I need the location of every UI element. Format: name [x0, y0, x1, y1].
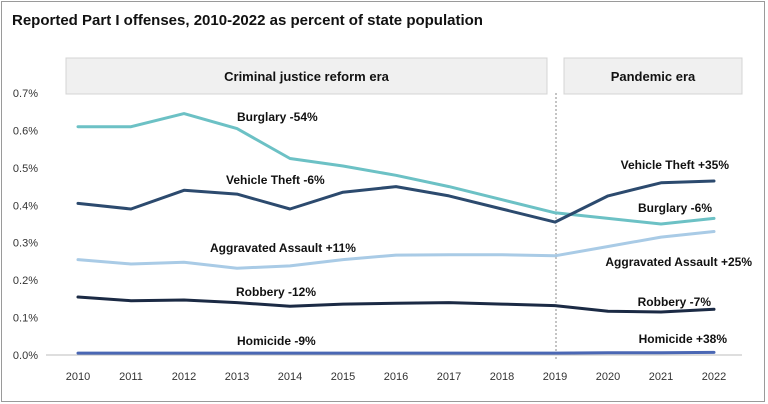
series-line-homicide [76, 350, 716, 355]
x-tick-label: 2021 [649, 371, 673, 383]
x-tick-label: 2020 [596, 371, 620, 383]
x-tick-label: 2011 [119, 371, 143, 383]
series-label-aggravated-assault-reform: Aggravated Assault +11% [210, 241, 356, 255]
y-tick-label: 0.2% [13, 275, 38, 287]
x-tick-label: 2018 [490, 371, 514, 383]
series-line-burglary [76, 112, 716, 226]
x-tick-label: 2017 [437, 371, 461, 383]
series-label-homicide-reform: Homicide -9% [237, 334, 316, 348]
series-label-robbery-reform: Robbery -12% [236, 285, 316, 299]
series-label-aggravated-assault-pandemic: Aggravated Assault +25% [605, 255, 752, 269]
series-line-robbery [76, 295, 716, 314]
series-label-homicide-pandemic: Homicide +38% [639, 332, 728, 346]
series-label-burglary-reform: Burglary -54% [237, 110, 318, 124]
era-band-1 [65, 57, 548, 95]
y-tick-label: 0.4% [13, 200, 38, 212]
series-line-vehicle-theft [76, 179, 716, 224]
x-tick-label: 2016 [384, 371, 408, 383]
era-bands: Criminal justice reform era Pandemic era [65, 57, 743, 361]
x-tick-label: 2015 [331, 371, 355, 383]
series-lines [76, 112, 716, 355]
x-tick-label: 2012 [172, 371, 196, 383]
y-tick-label: 0.1% [13, 313, 38, 325]
era-band-2 [563, 57, 743, 95]
series-line-aggravated-assault [76, 230, 716, 270]
era-label-1: Criminal justice reform era [224, 69, 389, 84]
y-tick-label: 0.7% [13, 88, 38, 100]
x-tick-label: 2010 [66, 371, 90, 383]
era-label-2: Pandemic era [611, 69, 696, 84]
y-tick-label: 0.0% [13, 350, 38, 362]
series-label-burglary-pandemic: Burglary -6% [638, 201, 712, 215]
y-tick-label: 0.5% [13, 163, 38, 175]
chart-title: Reported Part I offenses, 2010-2022 as p… [12, 12, 483, 29]
series-labels: Burglary -54% Burglary -6% Vehicle Theft -… [210, 110, 752, 348]
x-tick-label: 2013 [225, 371, 249, 383]
x-tick-label: 2022 [702, 371, 726, 383]
y-tick-label: 0.6% [13, 125, 38, 137]
axes: 0.0% 0.1% 0.2% 0.3% 0.4% 0.5% 0.6% 0.7% 2010 2011… [13, 88, 742, 383]
series-label-vehicle-theft-reform: Vehicle Theft -6% [226, 173, 325, 187]
series-label-robbery-pandemic: Robbery -7% [638, 295, 712, 309]
x-tick-label: 2019 [543, 371, 567, 383]
x-tick-label: 2014 [278, 371, 302, 383]
y-tick-label: 0.3% [13, 238, 38, 250]
series-label-vehicle-theft-pandemic: Vehicle Theft +35% [621, 158, 730, 172]
